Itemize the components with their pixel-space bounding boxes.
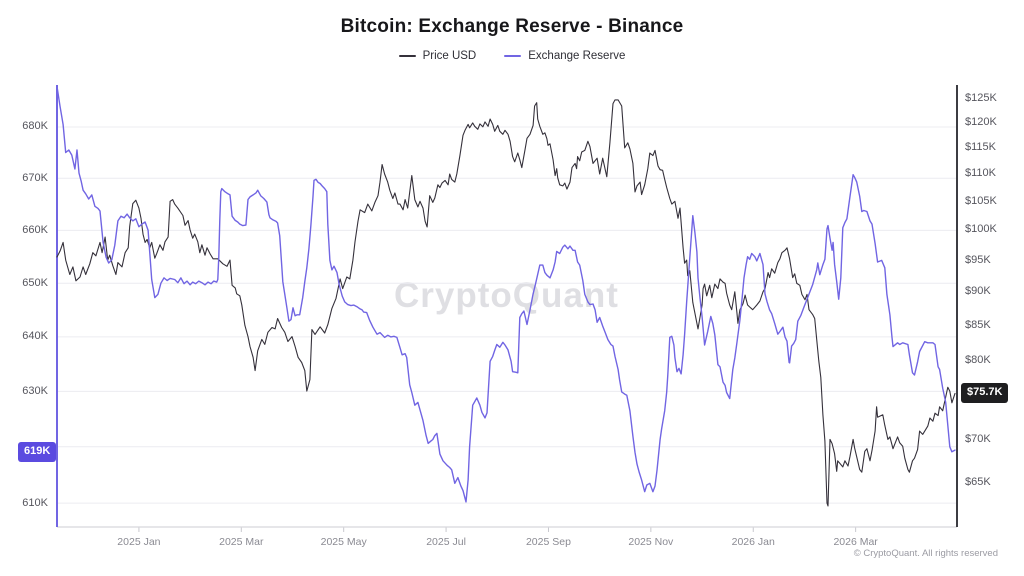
left-axis-tick-label: 680K [22,120,48,133]
legend-label-price-usd: Price USD [422,50,477,62]
legend-item-price-usd[interactable]: Price USD [398,50,477,62]
left-axis-tick-label: 650K [22,276,48,289]
price-current-value-badge: $75.7K [961,383,1009,403]
x-axis-tick-label: 2025 Nov [628,536,674,548]
left-axis-tick-label: 640K [22,330,48,343]
legend-item-exchange-reserve[interactable]: Exchange Reserve [504,50,625,62]
x-axis-tick-label: 2026 Mar [833,536,878,548]
chart-legend: Price USD Exchange Reserve [0,50,1024,62]
price-line-swatch-icon [398,55,416,57]
right-axis-tick-label: $105K [965,194,997,207]
x-axis-tick-label: 2025 Sep [525,536,571,548]
left-axis-tick-label: 630K [22,384,48,397]
right-axis-tick-label: $90K [965,285,991,298]
right-axis-tick-label: $80K [965,354,991,367]
right-axis-tick-label: $65K [965,476,991,489]
x-axis-tick-label: 2025 Mar [219,536,264,548]
x-axis-tick-label: 2025 Jan [117,536,161,548]
right-axis-tick-label: $70K [965,432,991,445]
copyright-notice: © CryptoQuant. All rights reserved [853,548,998,559]
reserve-current-value-badge: 619K [18,442,57,462]
price-line [56,99,956,507]
reserve-line-swatch-icon [504,55,522,57]
right-axis-tick-label: $125K [965,92,997,105]
left-axis-tick-label: 660K [22,223,48,236]
legend-label-exchange-reserve: Exchange Reserve [528,50,626,62]
x-axis-tick-label: 2025 Jul [426,536,466,548]
right-axis-tick-label: $120K [965,116,997,129]
reserve-line [56,85,956,503]
right-axis-tick-label: $100K [965,223,997,236]
left-axis-tick-label: 610K [22,496,48,509]
right-axis-tick-label: $110K [965,167,996,180]
right-axis-tick-label: $85K [965,318,991,331]
x-axis-tick-label: 2026 Jan [731,536,775,548]
x-axis-tick-label: 2025 May [320,536,367,548]
right-axis-tick-label: $115K [965,141,996,154]
chart-title: Bitcoin: Exchange Reserve - Binance [340,16,684,37]
right-axis-tick-label: $95K [965,253,991,266]
left-axis-tick-label: 670K [22,171,48,184]
